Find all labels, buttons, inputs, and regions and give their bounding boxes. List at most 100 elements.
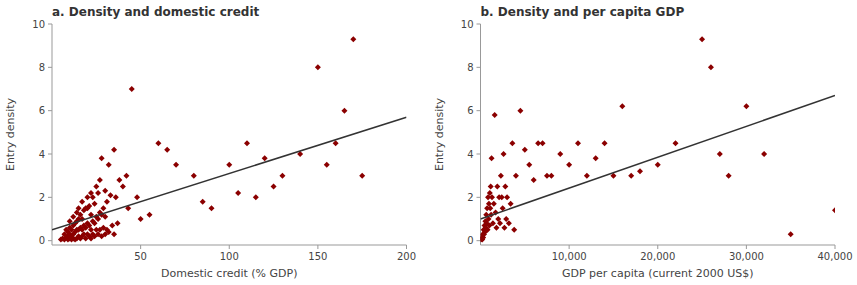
point [761, 151, 767, 157]
y-tick-label: 0 [467, 235, 473, 246]
point [102, 188, 108, 194]
point [235, 190, 241, 196]
point [146, 212, 152, 218]
point [726, 173, 732, 179]
x-tick-label: 200 [397, 251, 416, 262]
fit-line [52, 117, 407, 230]
point [102, 214, 108, 220]
y-tick-label: 8 [467, 62, 473, 73]
point [531, 177, 537, 183]
y-tick-label: 6 [39, 105, 45, 116]
plot-area [52, 36, 407, 242]
point [717, 151, 723, 157]
point [115, 220, 121, 226]
point [120, 184, 126, 190]
point [111, 231, 117, 237]
y-tick [48, 67, 52, 68]
y-tick [48, 197, 52, 198]
x-tick-label: 40,000 [818, 251, 853, 262]
y-tick [477, 240, 481, 241]
point [116, 177, 122, 183]
point [107, 192, 113, 198]
point [104, 199, 110, 205]
figure: a. Density and domestic credit0246810501… [0, 0, 857, 285]
point [489, 194, 495, 200]
x-tick-label: 50 [134, 251, 147, 262]
point [494, 184, 500, 190]
point [508, 201, 514, 207]
point [492, 112, 498, 118]
y-axis [52, 24, 53, 245]
y-tick [477, 24, 481, 25]
x-tick [835, 245, 836, 249]
x-axis-label: Domestic credit (% GDP) [161, 267, 297, 280]
y-axis-label: Entry density [4, 97, 17, 171]
panel: b. Density and per capita GDP024681010,0… [433, 5, 853, 280]
point [113, 194, 119, 200]
y-tick [48, 154, 52, 155]
x-tick [406, 245, 407, 249]
point [487, 205, 493, 211]
point [226, 162, 232, 168]
y-tick [477, 154, 481, 155]
title: b. Density and per capita GDP [481, 5, 685, 19]
point [123, 173, 129, 179]
y-tick [48, 24, 52, 25]
point [655, 162, 661, 168]
point [593, 155, 599, 161]
point [95, 216, 101, 222]
point [173, 162, 179, 168]
point [92, 201, 98, 207]
y-tick-label: 0 [39, 235, 45, 246]
point [244, 140, 250, 146]
point [279, 173, 285, 179]
point [315, 64, 321, 70]
point [832, 207, 835, 213]
y-tick [477, 197, 481, 198]
point [489, 155, 495, 161]
point [502, 184, 508, 190]
point [708, 64, 714, 70]
point [743, 103, 749, 109]
point [522, 147, 528, 153]
y-tick-label: 6 [467, 105, 473, 116]
x-tick-label: 100 [220, 251, 239, 262]
title: a. Density and domestic credit [52, 5, 260, 19]
point [70, 214, 76, 220]
point [501, 151, 507, 157]
point [84, 194, 90, 200]
x-tick [140, 245, 141, 249]
point [497, 220, 503, 226]
y-tick [477, 110, 481, 111]
y-tick-label: 10 [461, 19, 474, 30]
point [106, 162, 112, 168]
point [100, 205, 106, 211]
point [341, 108, 347, 114]
point [566, 162, 572, 168]
point [557, 151, 563, 157]
x-tick [569, 245, 570, 249]
point [511, 227, 517, 233]
point [106, 229, 112, 235]
point [491, 201, 497, 207]
y-tick-label: 4 [467, 149, 473, 160]
y-tick-label: 10 [32, 19, 45, 30]
panel: a. Density and domestic credit0246810501… [4, 5, 416, 280]
point [501, 225, 507, 231]
point [509, 140, 515, 146]
fit-line [481, 96, 836, 220]
point [129, 86, 135, 92]
point [92, 220, 98, 226]
x-tick-label: 150 [308, 251, 327, 262]
point [499, 194, 505, 200]
point [324, 162, 330, 168]
point [672, 140, 678, 146]
point [134, 194, 140, 200]
x-axis [52, 245, 407, 246]
point [493, 225, 499, 231]
point [209, 205, 215, 211]
point [584, 173, 590, 179]
point [155, 140, 161, 146]
point [506, 220, 512, 226]
point [271, 184, 277, 190]
